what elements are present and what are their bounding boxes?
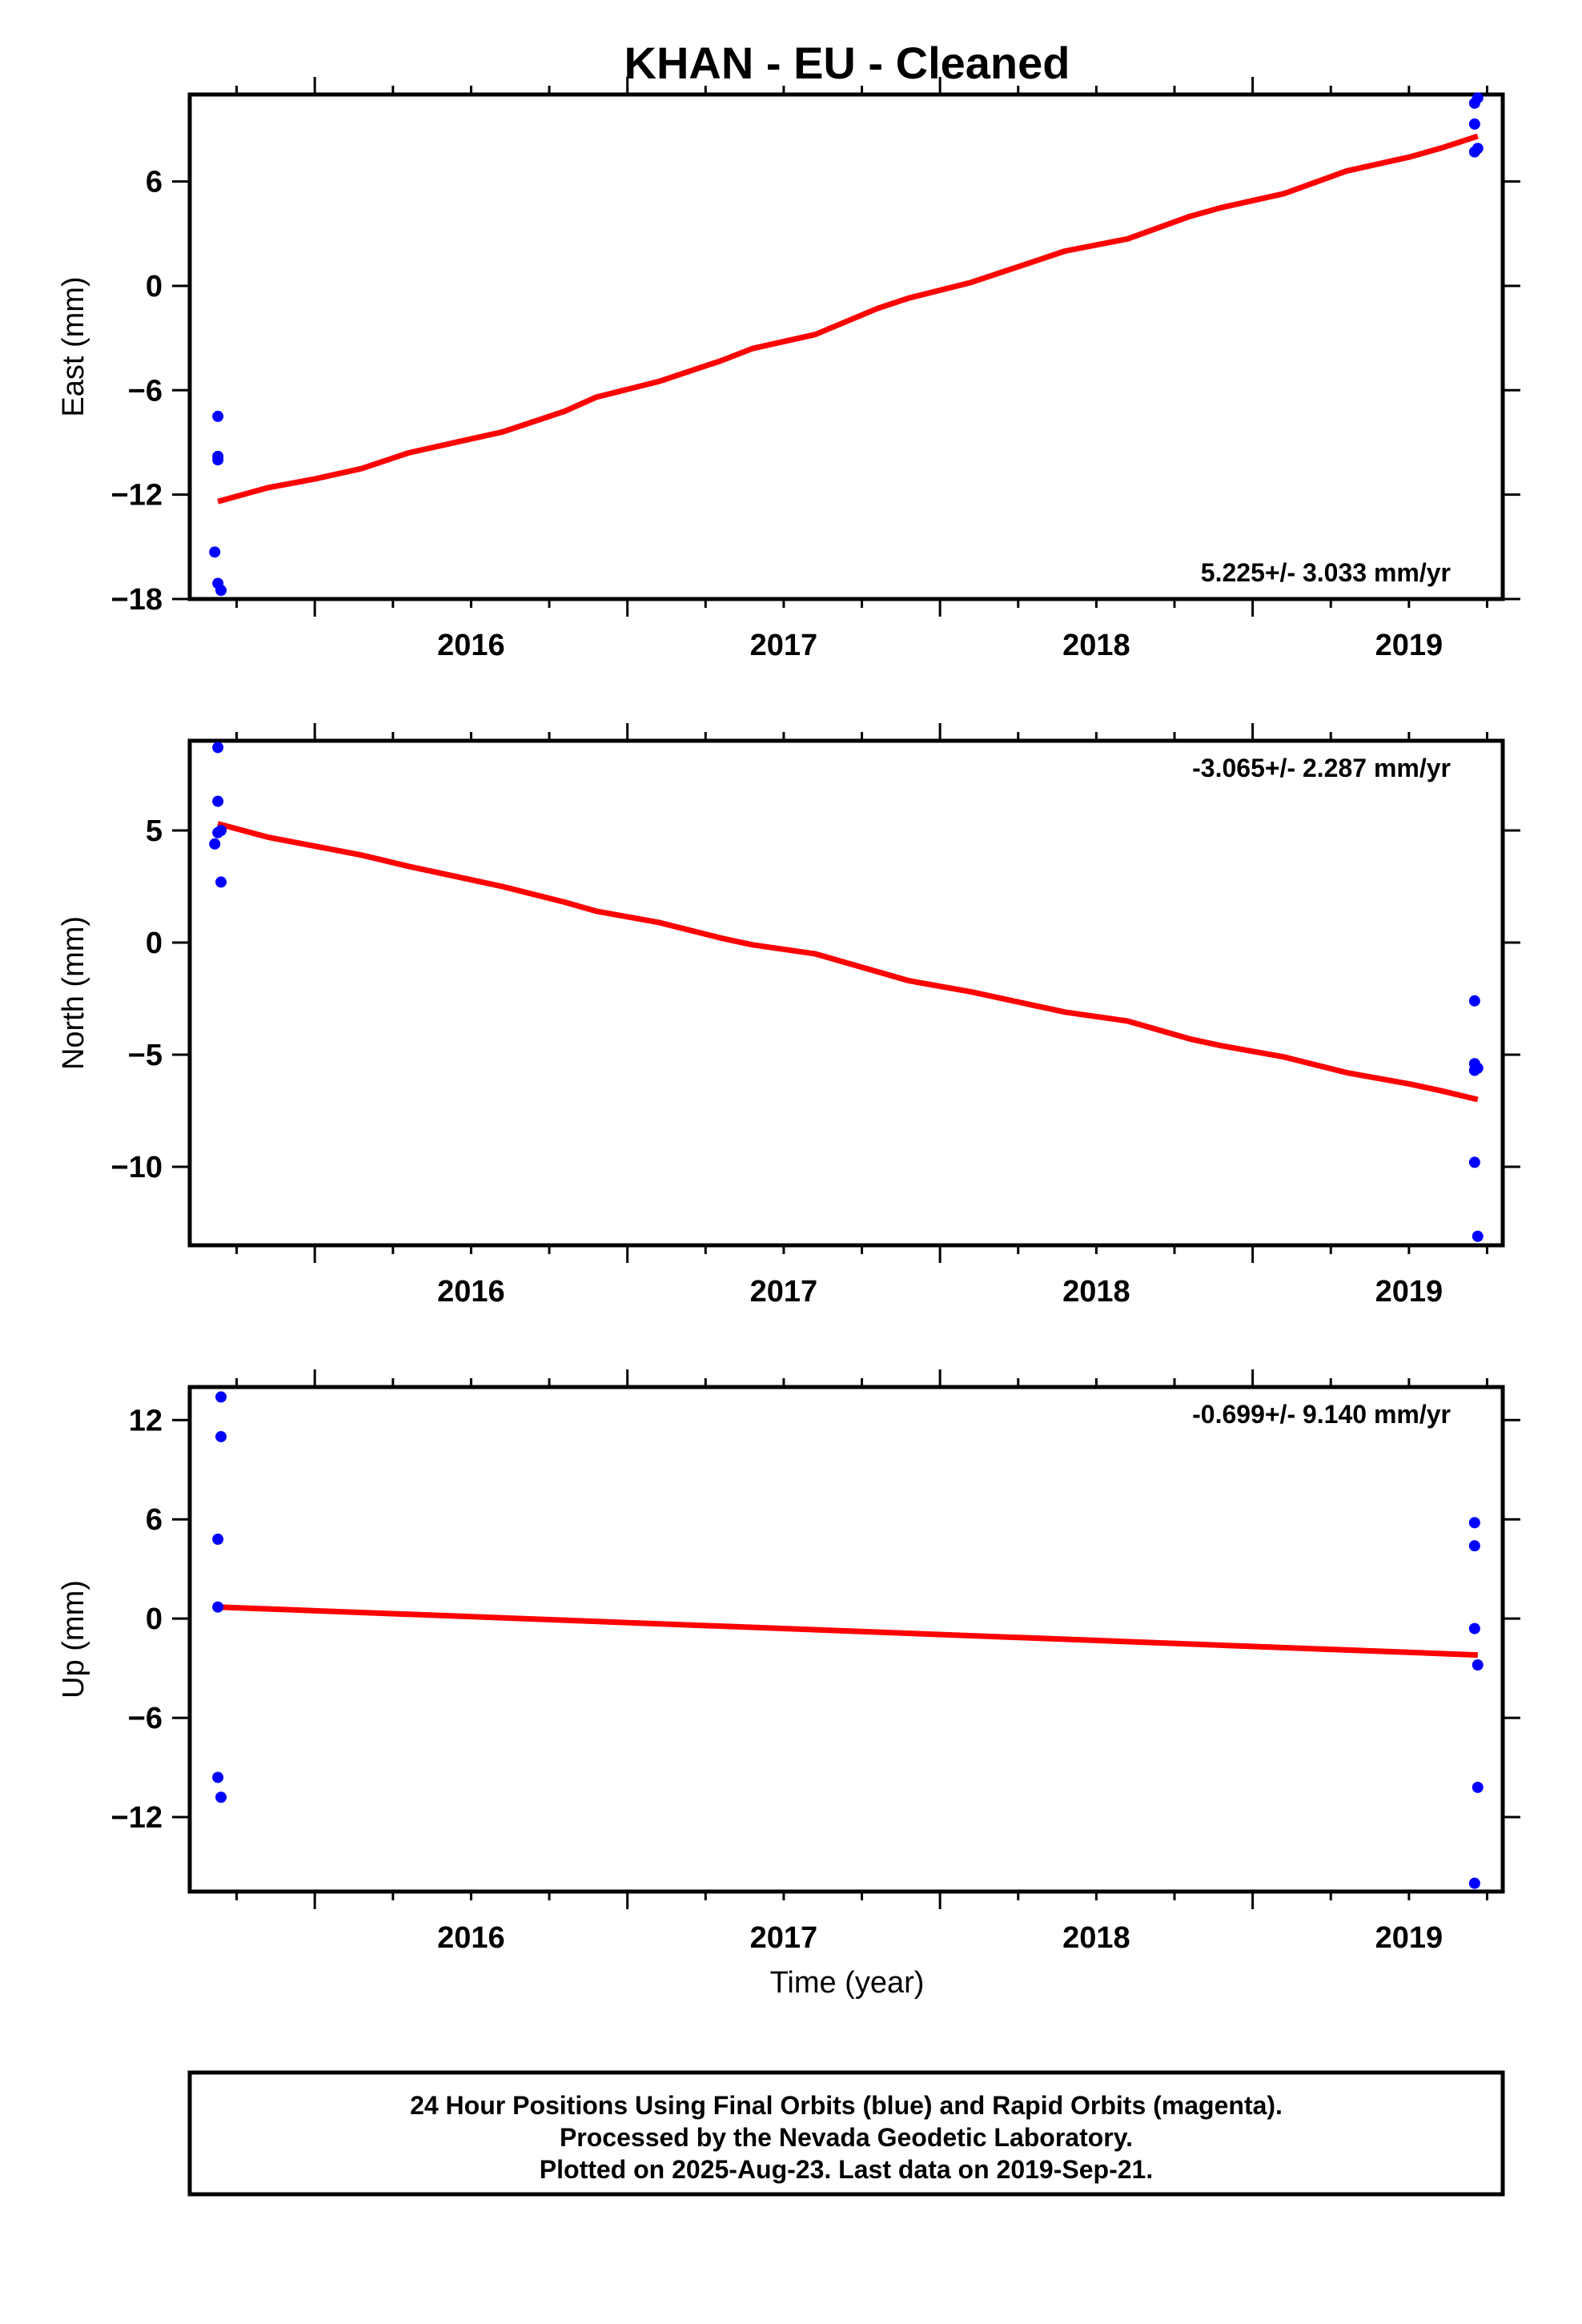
y-tick-label: −12 bbox=[111, 479, 163, 513]
plot-frame bbox=[187, 738, 1505, 1248]
y-tick-label: 0 bbox=[146, 1602, 163, 1636]
panel-up: 2016 2017 2018 2019 −12 −6 0 6 12 Up (mm) -0.699+/… bbox=[57, 1369, 1520, 1955]
data-point bbox=[1468, 1156, 1480, 1168]
x-tick-label: 2019 bbox=[1375, 1275, 1443, 1309]
y-tick-label: −12 bbox=[111, 1801, 163, 1835]
footer-line-3: Plotted on 2025-Aug-23. Last data on 201… bbox=[540, 2155, 1153, 2184]
data-point bbox=[1468, 1064, 1480, 1076]
trend-line bbox=[217, 821, 1479, 1103]
y-tick-label: −6 bbox=[128, 1702, 163, 1735]
data-point bbox=[209, 546, 221, 558]
x-tick-label: 2018 bbox=[1062, 629, 1130, 662]
data-point bbox=[215, 825, 227, 836]
data-point bbox=[1472, 92, 1484, 104]
data-point bbox=[215, 585, 227, 597]
data-point bbox=[1472, 1659, 1484, 1671]
data-point bbox=[215, 1391, 227, 1403]
data-point bbox=[1472, 1230, 1484, 1242]
x-axis-label: Time (year) bbox=[770, 1966, 925, 2000]
y-tick-label: −10 bbox=[111, 1151, 163, 1184]
footer-line-2: Processed by the Nevada Geodetic Laborat… bbox=[560, 2123, 1133, 2152]
data-point bbox=[1472, 1781, 1484, 1793]
data-point bbox=[1468, 1877, 1480, 1889]
panel-north: 2016 2017 2018 2019 −10 −5 0 5 North (mm) -3.065+… bbox=[57, 723, 1520, 1309]
x-tick-label: 2016 bbox=[437, 1275, 505, 1309]
velocity-label: -3.065+/- 2.287 mm/yr bbox=[1192, 754, 1451, 782]
data-point bbox=[212, 454, 224, 466]
y-tick-label: 6 bbox=[146, 166, 163, 199]
x-tick-label: 2017 bbox=[750, 629, 818, 662]
y-axis-label: Up (mm) bbox=[57, 1580, 90, 1699]
data-point bbox=[212, 1601, 224, 1613]
panel-east: 2016 2017 2018 2019 −18 −12 −6 0 6 East (mm) 5.225… bbox=[57, 77, 1520, 662]
trend-line bbox=[217, 1604, 1478, 1659]
data-point bbox=[212, 795, 224, 807]
velocity-label: 5.225+/- 3.033 mm/yr bbox=[1201, 558, 1451, 587]
data-point bbox=[1468, 1517, 1480, 1529]
trend-line bbox=[217, 133, 1479, 505]
data-point bbox=[212, 1771, 224, 1783]
x-tick-label: 2016 bbox=[437, 629, 505, 662]
data-point bbox=[212, 410, 224, 422]
y-tick-label: 12 bbox=[129, 1404, 163, 1437]
x-tick-label: 2017 bbox=[750, 1921, 818, 1955]
y-tick-label: 0 bbox=[146, 927, 163, 960]
x-tick-label: 2019 bbox=[1375, 1921, 1443, 1955]
chart-title: KHAN - EU - Cleaned bbox=[624, 38, 1070, 88]
data-point bbox=[1472, 143, 1484, 155]
y-tick-label: 5 bbox=[146, 814, 163, 848]
footer-box: 24 Hour Positions Using Final Orbits (bl… bbox=[187, 2070, 1505, 2197]
data-point bbox=[1468, 995, 1480, 1007]
data-point bbox=[1468, 1622, 1480, 1634]
data-point bbox=[1468, 118, 1480, 130]
x-tick-label: 2016 bbox=[437, 1921, 505, 1955]
y-tick-label: −6 bbox=[128, 374, 163, 408]
data-point bbox=[212, 1534, 224, 1546]
velocity-label: -0.699+/- 9.140 mm/yr bbox=[1192, 1400, 1451, 1429]
y-tick-label: −18 bbox=[111, 583, 163, 617]
data-point bbox=[1468, 1540, 1480, 1552]
data-point bbox=[209, 838, 221, 850]
y-axis-label: North (mm) bbox=[57, 916, 90, 1070]
x-tick-label: 2019 bbox=[1375, 629, 1443, 662]
plot-frame bbox=[187, 1385, 1505, 1894]
footer-line-1: 24 Hour Positions Using Final Orbits (bl… bbox=[410, 2091, 1283, 2120]
x-tick-label: 2018 bbox=[1062, 1921, 1130, 1955]
data-point bbox=[212, 742, 224, 754]
plot-frame bbox=[187, 92, 1505, 601]
y-axis-label: East (mm) bbox=[57, 276, 90, 416]
data-point bbox=[215, 876, 227, 888]
x-tick-label: 2017 bbox=[750, 1275, 818, 1309]
y-tick-label: 0 bbox=[146, 270, 163, 304]
y-tick-label: −5 bbox=[128, 1039, 163, 1072]
data-point bbox=[215, 1791, 227, 1803]
data-point bbox=[215, 1430, 227, 1442]
y-tick-label: 6 bbox=[146, 1503, 163, 1537]
x-tick-label: 2018 bbox=[1062, 1275, 1130, 1309]
